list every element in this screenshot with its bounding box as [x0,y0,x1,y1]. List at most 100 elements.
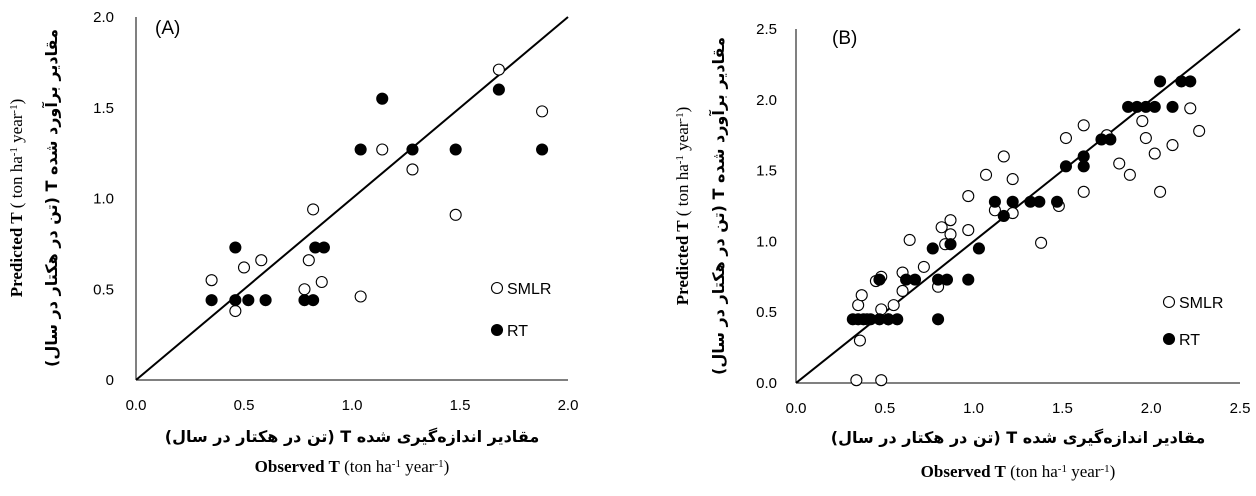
y-axis-label-unit-post: ) [7,99,26,105]
x-tick-label: 0.0 [786,400,807,417]
rt-point [972,242,985,255]
y-axis-label: Predicted T ( ton ha-1 year-1) [7,99,26,298]
x-tick-label: 0.5 [874,400,895,417]
smlr-point [1154,185,1167,198]
x-tick-label: 1.5 [450,397,471,414]
smlr-point [875,374,888,387]
rt-point [891,313,904,326]
x-axis-label: Observed T (ton ha-1 year-1) [255,457,450,476]
rt-point [1148,100,1161,113]
legend-marker-rt [490,323,504,337]
y-axis-label-persian: مقادیر برآورد شده T (تن در هکتار در سال) [41,29,61,367]
rt-point [1006,195,1019,208]
smlr-point [237,261,251,274]
smlr-point [492,63,505,76]
smlr-point [1148,147,1161,160]
rt-point [908,273,922,286]
rt-point [1033,195,1046,208]
x-axis-label-unit-pre: (ton ha [1010,462,1058,481]
smlr-point [935,221,948,234]
smlr-point [962,190,975,203]
x-axis-label-unit-pre: (ton ha [344,457,392,476]
y-tick-label: 2.0 [756,92,777,109]
smlr-point [354,290,367,303]
rt-point [940,273,954,286]
rt-point [988,195,1001,208]
x-axis-label-sup2: -1 [1100,463,1109,475]
rt-point [307,294,320,307]
rt-point [229,294,242,307]
y-axis-label-bold: Predicted T [7,212,26,297]
smlr-point [853,334,866,347]
smlr-point [944,228,957,241]
smlr-point [449,208,462,221]
smlr-point [1166,139,1179,152]
smlr-point [376,143,389,156]
smlr-point [903,233,916,247]
smlr-point [255,254,268,267]
x-tick-label: 1.0 [342,397,363,414]
x-axis-label-bold: Observed T [921,462,1007,481]
smlr-point [1136,114,1149,128]
smlr-point [536,105,549,118]
rt-point [376,92,389,105]
smlr-point [1113,157,1126,170]
smlr-point [406,163,419,176]
rt-point [962,273,975,286]
smlr-point [1123,168,1136,181]
smlr-point [875,303,888,316]
smlr-point [850,374,863,387]
y-tick-label: 2.0 [93,9,114,26]
x-tick-label: 0.5 [234,397,255,414]
rt-point [1166,100,1179,113]
x-tick-label: 1.5 [1052,400,1073,417]
y-tick-label: 1.5 [93,100,114,117]
rt-point [1077,150,1090,163]
smlr-point [315,275,328,289]
y-axis-label-bold: Predicted T [673,220,692,305]
smlr-point [1059,131,1073,145]
rt-point [1104,133,1117,146]
y-tick-label: 0.5 [93,281,114,298]
rt-point [944,238,957,251]
y-axis-label-unit-mid: year [673,121,692,155]
smlr-point [852,299,865,312]
x-axis-label-sup1: -1 [392,458,401,470]
legend-label-rt: RT [1179,332,1200,349]
smlr-point [1006,173,1019,186]
y-axis-label-unit-pre: ( ton ha [7,156,26,208]
x-axis-label-unit-post: ) [444,457,450,476]
panel-label: (B) [832,28,857,49]
y-axis-label-sup2: -1 [674,112,686,121]
y-tick-label: 1.0 [93,191,114,208]
y-axis-label: Predicted T ( ton ha-1 year-1) [673,107,692,306]
legend-label-smlr: SMLR [1179,295,1223,312]
smlr-point [917,260,930,273]
smlr-point [229,304,242,318]
x-tick-label: 2.0 [1141,400,1162,417]
legend-marker-smlr [1162,295,1176,309]
smlr-point [855,289,868,302]
y-axis-label-sup1: -1 [674,155,686,164]
rt-point [997,209,1010,222]
smlr-point [962,224,975,237]
x-axis-label: Observed T (ton ha-1 year-1) [921,462,1116,481]
x-tick-label: 1.0 [963,400,984,417]
legend-label-rt: RT [507,323,528,340]
y-axis-label-persian: مقادیر برآورد شده T (تن در هکتار در سال) [708,37,728,375]
y-axis-label-unit-mid: year [7,113,26,147]
smlr-point [887,299,900,312]
rt-point [205,294,218,307]
smlr-point [944,214,957,227]
y-tick-label: 2.5 [756,21,777,38]
y-tick-label: 0.0 [756,375,777,392]
rt-point [873,273,886,286]
smlr-point [307,203,320,216]
y-axis-label-sup1: -1 [8,147,20,156]
x-axis-label-bold: Observed T [255,457,341,476]
y-tick-label: 0 [106,372,114,389]
rt-point [492,83,505,96]
y-tick-label: 0.5 [756,304,777,321]
rt-point [1184,75,1197,88]
